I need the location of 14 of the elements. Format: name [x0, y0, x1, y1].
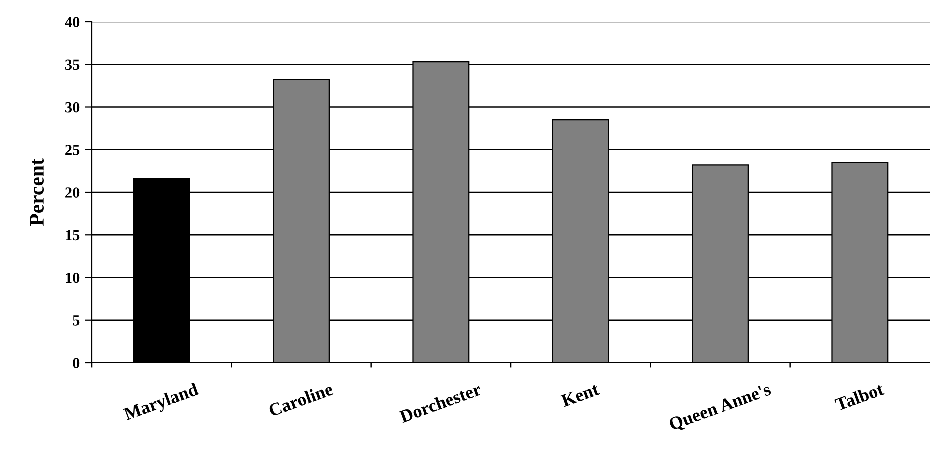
y-tick-label: 15 — [66, 230, 80, 241]
y-tick-label: 10 — [66, 272, 80, 284]
y-tick-label: 0 — [73, 358, 80, 368]
x-tick-label: Caroline — [268, 382, 334, 417]
y-tick-label: 35 — [65, 60, 80, 70]
y-tick-label: 30 — [65, 102, 80, 113]
y-tick-label: 40 — [65, 17, 80, 28]
y-tick-label: 5 — [73, 316, 80, 326]
y-axis-title: Percent — [30, 158, 44, 226]
y-tick-label: 20 — [66, 188, 80, 198]
x-tick-label: Kent — [560, 383, 600, 408]
x-tick-label: Queen Anne's — [668, 383, 773, 434]
x-tick-label: Talbot — [834, 382, 885, 412]
y-tick-label: 25 — [66, 145, 80, 156]
